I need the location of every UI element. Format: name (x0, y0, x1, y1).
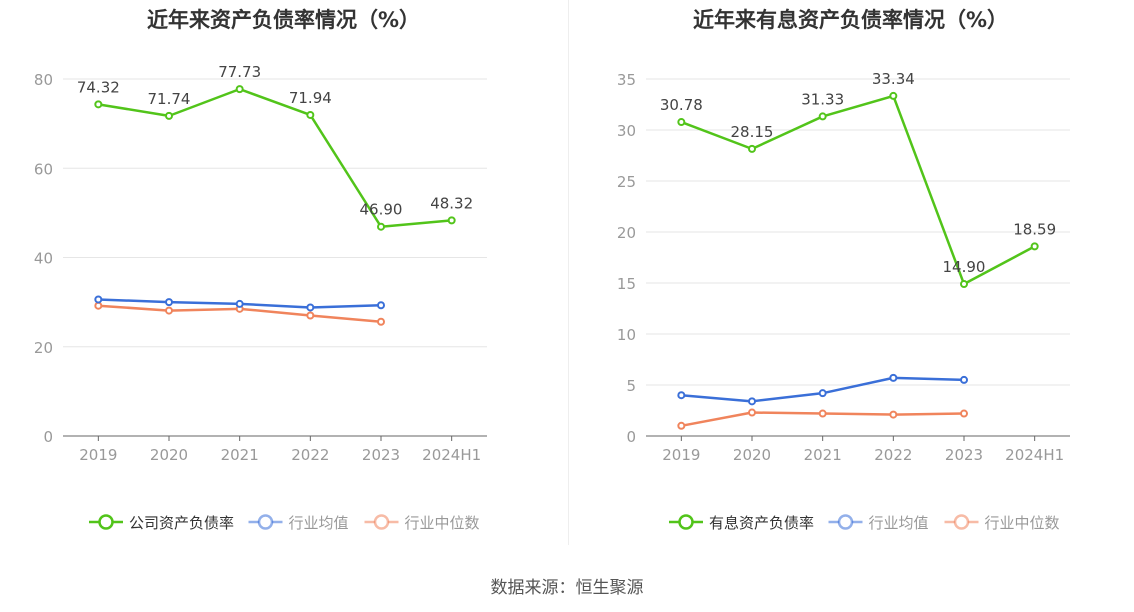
p1-legend-swatch-marker (837, 514, 854, 530)
p0-legend-label: 行业均值 (289, 514, 349, 532)
x-tick-label: 2020 (150, 446, 188, 464)
x-tick-label: 2024H1 (422, 446, 481, 464)
p0-series-0-point (94, 100, 103, 109)
p1-series-0-point (1030, 242, 1039, 251)
p0-series-2-point (377, 317, 385, 326)
p0-data-label: 77.73 (218, 63, 261, 81)
p0-series-1-point (94, 295, 103, 304)
p0-series-1-point (377, 301, 385, 310)
p0-series-2-point (94, 301, 103, 310)
p1-series-0-point (748, 144, 756, 153)
y-tick-label: 15 (617, 275, 636, 293)
x-tick-label: 2019 (79, 446, 117, 464)
x-tick-label: 2019 (662, 446, 700, 464)
p1-legend-swatch-marker (953, 514, 970, 530)
p0-series-0-point (306, 110, 315, 119)
data-source-label: 数据来源：恒生聚源 (490, 578, 644, 598)
p1-data-label: 33.34 (872, 70, 915, 88)
p1-data-label: 31.33 (801, 90, 844, 108)
y-tick-label: 0 (626, 428, 636, 446)
p0-series-0-point (447, 216, 456, 225)
p1-data-label: 18.59 (1013, 220, 1056, 238)
y-tick-label: 10 (617, 326, 636, 344)
p0-series-0-point (165, 111, 173, 120)
x-tick-label: 2021 (804, 446, 842, 464)
p0-data-label: 71.74 (148, 90, 191, 108)
p0-data-label: 48.32 (430, 194, 473, 212)
p0-legend-swatch-marker (373, 514, 390, 530)
p1-series-2-point (889, 410, 898, 419)
p1-series-2-point (818, 409, 827, 418)
panel-divider (568, 0, 569, 545)
p1-legend-swatch-marker (678, 514, 694, 530)
p0-series-0-point (235, 85, 244, 94)
y-tick-label: 25 (617, 173, 636, 191)
p0-series-1-point (306, 303, 315, 312)
y-tick-label: 60 (34, 160, 53, 178)
p1-series-1-point (677, 391, 686, 400)
p0-series-1-point (235, 299, 244, 308)
p0-legend-label: 行业中位数 (405, 514, 480, 532)
chart-title-left: 近年来资产负债率情况（%） (146, 8, 421, 32)
y-tick-label: 5 (626, 377, 636, 395)
y-tick-label: 35 (617, 71, 636, 89)
p0-data-label: 74.32 (77, 78, 120, 96)
p1-series-1-point (960, 375, 968, 384)
p1-series-2-point (960, 409, 968, 418)
p1-series-1-point (889, 373, 898, 382)
y-tick-label: 30 (617, 122, 636, 140)
p0-data-label: 46.90 (360, 201, 403, 219)
p1-series-1-point (818, 389, 827, 398)
p0-series-2-point (165, 306, 173, 315)
p1-series-0-point (818, 112, 827, 121)
p1-series-2-point (677, 421, 686, 430)
p1-legend-label: 行业均值 (869, 514, 929, 532)
y-tick-label: 0 (43, 428, 53, 446)
p1-data-label: 14.90 (943, 258, 986, 276)
y-tick-label: 80 (34, 71, 53, 89)
y-tick-label: 20 (34, 339, 53, 357)
p0-data-label: 71.94 (289, 89, 332, 107)
p0-series-2-point (306, 311, 315, 320)
x-tick-label: 2022 (874, 446, 912, 464)
x-tick-label: 2022 (291, 446, 329, 464)
p1-legend-label: 行业中位数 (985, 514, 1060, 532)
p1-series-2-point (748, 408, 756, 417)
x-tick-label: 2021 (221, 446, 259, 464)
p1-series-0-line (680, 94, 1036, 286)
y-tick-label: 20 (617, 224, 636, 242)
x-tick-label: 2023 (945, 446, 983, 464)
p0-legend-swatch-marker (98, 514, 114, 530)
x-tick-label: 2023 (362, 446, 400, 464)
p1-series-0-point (960, 280, 968, 289)
p1-series-1-point (748, 397, 756, 406)
x-tick-label: 2020 (733, 446, 771, 464)
p0-legend-swatch-marker (257, 514, 274, 530)
p1-legend-label: 有息资产负债率 (709, 514, 814, 532)
p1-series-0-point (889, 91, 898, 100)
p1-data-label: 28.15 (731, 123, 774, 141)
p1-series-0-point (677, 118, 686, 127)
y-tick-label: 40 (34, 250, 53, 268)
p0-series-1-point (165, 298, 173, 307)
p0-series-0-line (98, 87, 452, 228)
p0-series-0-point (377, 222, 385, 231)
p0-legend-label: 公司资产负债率 (129, 514, 234, 532)
p1-data-label: 30.78 (660, 96, 703, 114)
chart-title-right: 近年来有息资产负债率情况（%） (692, 8, 1009, 32)
x-tick-label: 2024H1 (1005, 446, 1064, 464)
